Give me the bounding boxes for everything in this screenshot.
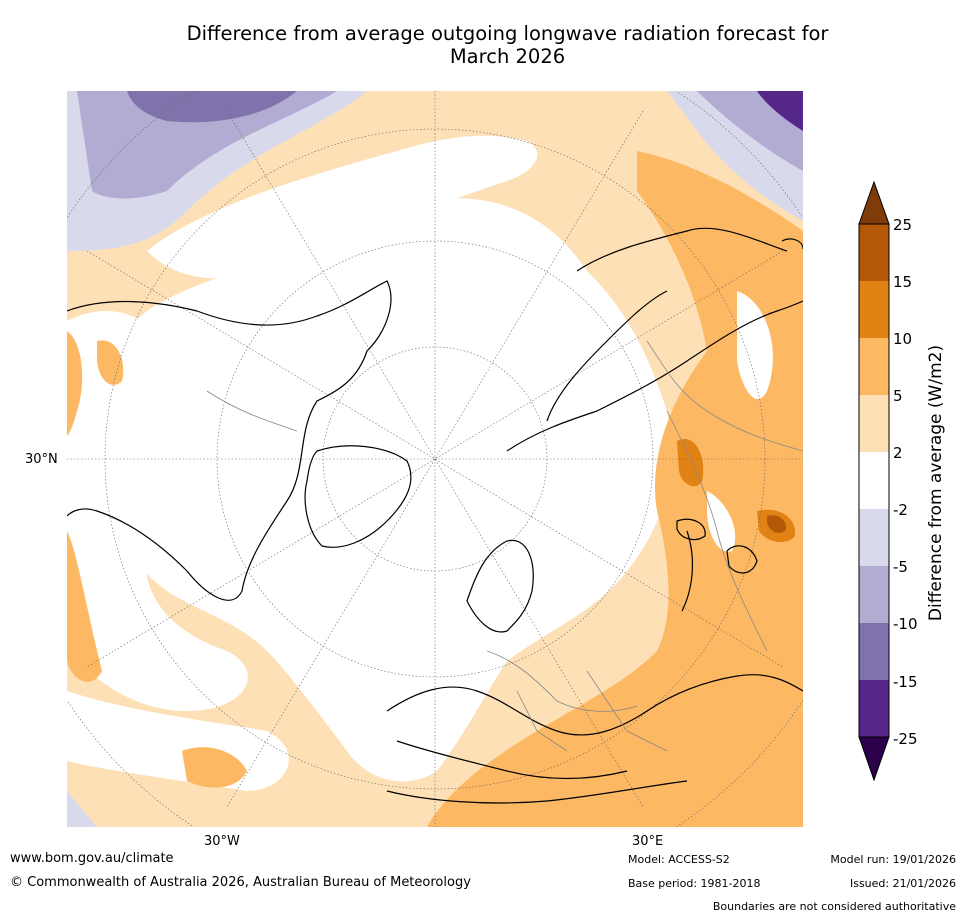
positive-anomaly-pacific: [182, 747, 247, 788]
footer-model: Model: ACCESS-S2: [628, 853, 730, 866]
negative-anomaly-nw-2: [77, 91, 337, 199]
footer-issued: Issued: 21/01/2026: [849, 877, 956, 890]
neutral-region-north: [147, 135, 538, 279]
colorbar-extend-top: [858, 180, 890, 225]
negative-anomaly-ne-3: [757, 91, 803, 131]
colorbar-tick-2: 2: [893, 444, 903, 462]
lon-label-30w: 30°W: [204, 834, 240, 849]
colorbar-box-m2-m5: [859, 509, 889, 566]
positive-anomaly-west-coast: [67, 331, 83, 436]
neutral-region-central: [84, 197, 671, 782]
positive-anomaly-west-3: [67, 531, 102, 682]
colorbar-tick-m15: -15: [893, 673, 918, 691]
colorbar-tick-m2: -2: [893, 501, 908, 519]
colorbar-tick-15: 15: [893, 273, 913, 291]
colorbar-tick-m10: -10: [893, 615, 918, 633]
colorbar-box-10-15: [859, 281, 889, 338]
lon-label-30e: 30°E: [632, 834, 664, 849]
neutral-patch-east-2: [707, 491, 736, 552]
polar-map: [67, 91, 803, 827]
colorbar-box-neutral: [859, 452, 889, 509]
footer-model-run: Model run: 19/01/2026: [830, 853, 956, 866]
chart-title: Difference from average outgoing longwav…: [60, 22, 955, 68]
colorbar-box-m5-m10: [859, 566, 889, 623]
colorbar-box-m15-m25: [859, 680, 889, 737]
colorbar-tick-5: 5: [893, 387, 903, 405]
positive-anomaly-west-2: [97, 340, 124, 385]
negative-anomaly-nw-3: [127, 91, 297, 123]
lat-label-30n: 30°N: [25, 452, 58, 467]
colorbar-title-text: Difference from average (W/m2): [926, 344, 946, 622]
colorbar-box-5-10: [859, 338, 889, 395]
negative-anomaly-sw: [67, 791, 97, 827]
footer-base-period: Base period: 1981-2018: [628, 877, 761, 890]
colorbar-box-15-25: [859, 224, 889, 281]
positive-anomaly-east-dark-3: [767, 515, 786, 534]
colorbar: [855, 180, 965, 790]
footer-url[interactable]: www.bom.gov.au/climate: [10, 851, 174, 866]
footer-disclaimer: Boundaries are not considered authoritat…: [712, 900, 956, 913]
colorbar-tick-25: 25: [893, 216, 913, 234]
colorbar-tick-m5: -5: [893, 558, 908, 576]
footer-copyright: © Commonwealth of Australia 2026, Austra…: [10, 875, 471, 890]
colorbar-tick-m25: -25: [893, 730, 918, 748]
colorbar-tick-10: 10: [893, 330, 913, 348]
colorbar-box-m10-m15: [859, 623, 889, 680]
title-line-2: March 2026: [449, 45, 566, 68]
colorbar-box-2-5: [859, 395, 889, 452]
title-line-1: Difference from average outgoing longwav…: [186, 22, 829, 45]
positive-anomaly-east: [427, 151, 803, 827]
neutral-region-west: [67, 311, 248, 711]
positive-anomaly-east-dark: [677, 439, 704, 487]
coastlines: [67, 227, 803, 804]
country-borders: [206, 340, 803, 752]
colorbar-extend-bottom: [858, 736, 890, 782]
graticule: [67, 91, 803, 827]
neutral-patch-east: [737, 291, 773, 400]
